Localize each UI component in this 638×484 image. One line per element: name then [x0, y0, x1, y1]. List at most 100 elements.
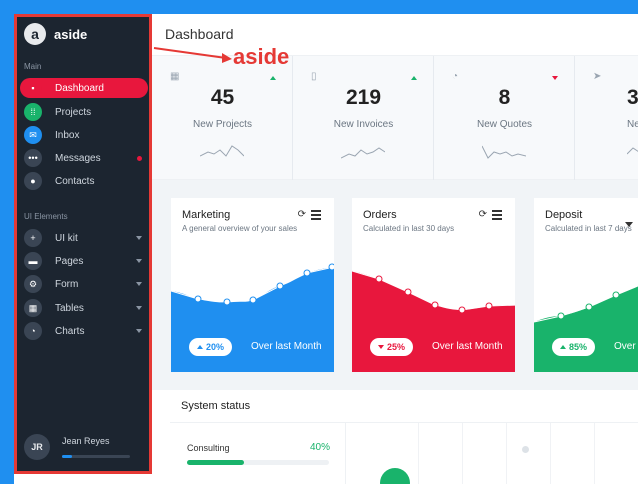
sidebar-item-label: Contacts: [55, 175, 95, 187]
grid-line: [418, 423, 419, 484]
card-subtitle: Calculated in last 30 days: [363, 224, 455, 233]
stats-row: ▦ 45 New Projects ▯ 219 New Invoices ◔ 8…: [152, 56, 638, 180]
change-value: 20%: [206, 342, 225, 352]
trend-down-icon: [552, 76, 558, 80]
stat-label: New Projects: [193, 119, 252, 130]
section-title: System status: [181, 400, 251, 412]
folder-icon: ▬: [24, 252, 42, 270]
user-profile[interactable]: JR Jean Reyes: [24, 434, 130, 460]
chevron-down-icon: [136, 236, 142, 240]
sidebar-item-form[interactable]: ⚙ Form: [20, 274, 148, 294]
card-deposit: Deposit Calculated in last 7 days 85% Ov…: [534, 198, 638, 372]
stat-label: New Quotes: [476, 119, 533, 130]
trend-up-icon: [560, 345, 566, 349]
card-marketing: Marketing A general overview of your sal…: [171, 198, 334, 372]
annotation-arrow-icon: [153, 47, 232, 63]
menu-icon[interactable]: [492, 210, 502, 222]
sidebar-item-label: Tables: [55, 302, 84, 314]
card-subtitle: Calculated in last 7 days: [545, 224, 632, 233]
status-chart-marker: [380, 468, 410, 484]
gear-icon: ⚙: [24, 275, 42, 293]
status-value: 40%: [310, 442, 331, 453]
brand-name: aside: [54, 26, 88, 42]
card-footer: Over last Month: [251, 341, 322, 352]
change-value: 85%: [569, 342, 588, 352]
paper-plane-icon: ➤: [593, 71, 602, 82]
left-edge: [0, 14, 14, 484]
stat-label: New Invoices: [333, 119, 394, 130]
grid-icon: ▦: [170, 71, 180, 82]
sidebar-item-label: Dashboard: [55, 82, 104, 94]
sidebar-item-contacts[interactable]: ● Contacts: [20, 171, 148, 191]
chevron-down-icon[interactable]: [625, 222, 633, 227]
sidebar-item-pages[interactable]: ▬ Pages: [20, 251, 148, 271]
status-progress-bar: [187, 460, 329, 465]
grid-line: [506, 423, 507, 484]
card-orders: Orders Calculated in last 30 days ⟳ 25% …: [352, 198, 515, 372]
status-progress-fill: [187, 460, 244, 465]
annotation-label: aside: [233, 44, 290, 69]
stat-card-new[interactable]: ➤ 3 New: [575, 56, 638, 180]
sparkline: [627, 147, 638, 155]
grid-icon: ⁞⁞: [24, 103, 42, 121]
status-item: Consulting 40%: [170, 423, 346, 484]
document-icon: ▯: [311, 71, 317, 82]
sidebar-item-inbox[interactable]: ✉ Inbox: [20, 125, 148, 145]
pie-chart-icon: ◔: [24, 322, 42, 340]
sidebar-item-projects[interactable]: ⁞⁞ Projects: [20, 102, 148, 122]
stat-card-quotes[interactable]: ◔ 8 New Quotes: [434, 56, 575, 180]
chevron-down-icon: [136, 329, 142, 333]
stat-card-projects[interactable]: ▦ 45 New Projects: [152, 56, 293, 180]
system-status-card: System status Consulting 40%: [170, 390, 638, 484]
sidebar-item-label: UI kit: [55, 232, 78, 244]
refresh-icon[interactable]: ⟳: [478, 209, 487, 220]
change-badge: 25%: [370, 338, 414, 356]
stat-value: 45: [210, 86, 235, 109]
stat-value: 219: [345, 86, 382, 109]
card-footer: Over last Month: [432, 341, 503, 352]
trend-up-icon: [270, 76, 276, 80]
sidebar-item-label: Form: [55, 278, 79, 290]
mail-icon: ✉: [24, 126, 42, 144]
trend-up-icon: [197, 345, 203, 349]
chevron-down-icon: [136, 306, 142, 310]
user-progress-fill: [62, 455, 73, 458]
card-title: Deposit: [545, 209, 583, 221]
chat-icon: •••: [24, 149, 42, 167]
sidebar-item-charts[interactable]: ◔ Charts: [20, 321, 148, 341]
grid-line: [594, 423, 595, 484]
status-name: Consulting: [187, 443, 230, 453]
sidebar-item-label: Inbox: [55, 129, 80, 141]
refresh-icon[interactable]: ⟳: [297, 209, 306, 220]
header: Dashboard: [152, 14, 638, 56]
pie-chart-icon: ◔: [452, 71, 459, 82]
stat-card-invoices[interactable]: ▯ 219 New Invoices: [293, 56, 434, 180]
status-chart-dot: [522, 446, 529, 453]
change-badge: 85%: [552, 338, 596, 356]
menu-icon[interactable]: [311, 210, 321, 222]
sidebar-item-messages[interactable]: ••• Messages: [20, 148, 148, 168]
change-value: 25%: [387, 342, 406, 352]
avatar: JR: [24, 434, 50, 460]
grid-line: [462, 423, 463, 484]
divider: [170, 422, 638, 423]
sparkline: [341, 147, 385, 159]
sidebar-item-ui-kit[interactable]: + UI kit: [20, 228, 148, 248]
sidebar-item-label: Charts: [55, 325, 85, 337]
sidebar-item-tables[interactable]: ▦ Tables: [20, 298, 148, 318]
sidebar-item-label: Projects: [55, 106, 92, 118]
briefcase-icon: ▪: [24, 79, 42, 97]
chevron-down-icon: [136, 259, 142, 263]
sidebar-item-dashboard[interactable]: ▪ Dashboard: [20, 78, 148, 98]
user-progress-bar: [62, 455, 130, 458]
section-label-main: Main: [24, 62, 42, 71]
card-title: Marketing: [182, 209, 231, 221]
stat-value: 3: [627, 86, 638, 109]
sparkline: [200, 145, 244, 157]
card-subtitle: A general overview of your sales: [182, 224, 298, 233]
sidebar-item-label: Pages: [55, 255, 84, 267]
plus-circle-icon: +: [24, 229, 42, 247]
unread-dot: [137, 155, 142, 161]
stat-value: 8: [498, 86, 511, 109]
brand[interactable]: a aside: [24, 23, 87, 45]
